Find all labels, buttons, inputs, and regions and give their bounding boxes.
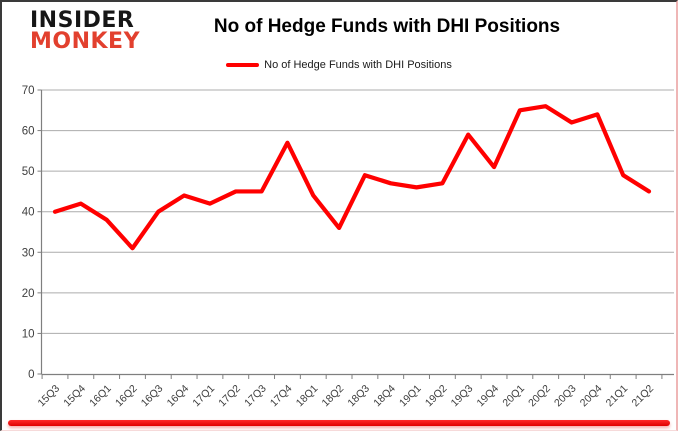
x-tick-label: 16Q4: [165, 383, 192, 410]
legend-label: No of Hedge Funds with DHI Positions: [264, 59, 452, 71]
legend: No of Hedge Funds with DHI Positions: [2, 59, 676, 71]
y-tick-label: 50: [22, 166, 35, 178]
x-tick-label: 18Q1: [294, 383, 321, 410]
y-tick-label: 40: [22, 207, 35, 219]
x-tick-label: 16Q3: [139, 383, 166, 410]
logo-line1: INSIDER: [30, 8, 135, 33]
insider-monkey-logo: INSIDER MONKEY: [30, 8, 141, 54]
axes: [37, 89, 674, 379]
y-tick-labels: 0 10 20 30 40 50 60 70: [22, 85, 35, 381]
x-tick-label: 19Q4: [475, 383, 502, 410]
x-tick-label: 19Q3: [449, 383, 476, 410]
x-tick-label: 20Q1: [500, 383, 527, 410]
x-tick-label: 16Q1: [87, 383, 114, 410]
bottom-red-rule: [8, 420, 670, 426]
x-tick-label: 17Q4: [268, 383, 295, 410]
y-tick-label: 0: [28, 369, 34, 381]
y-tick-label: 70: [22, 85, 35, 97]
x-tick-label: 18Q2: [320, 383, 347, 410]
legend-line-swatch: [226, 63, 260, 67]
y-tick-label: 60: [22, 126, 35, 138]
x-tick-label: 17Q3: [242, 383, 269, 410]
x-tick-label: 17Q2: [216, 383, 243, 410]
x-tick-label: 20Q3: [552, 383, 579, 410]
x-tick-label: 18Q4: [371, 383, 398, 410]
x-tick-labels: 15Q3 15Q4 16Q1 16Q2 16Q3 16Q4 17Q1 17Q2 17Q3 17Q4…: [35, 383, 656, 410]
x-tick-label: 19Q2: [423, 383, 450, 410]
hedge-funds-line: [52, 104, 652, 251]
x-tick-label: 21Q2: [629, 383, 656, 410]
x-tick-label: 15Q4: [61, 383, 88, 410]
chart-title: No of Hedge Funds with DHI Positions: [213, 16, 561, 37]
x-tick-label: 16Q2: [113, 383, 140, 410]
x-tick-label: 20Q2: [526, 383, 553, 410]
y-tick-label: 20: [22, 288, 35, 300]
x-tick-label: 17Q1: [190, 383, 217, 410]
x-tick-label: 15Q3: [35, 383, 62, 410]
y-tick-label: 30: [22, 247, 35, 259]
series-line: [52, 104, 652, 251]
gridlines: [41, 89, 674, 334]
x-tick-label: 20Q4: [578, 383, 605, 410]
x-tick-label: 21Q1: [604, 383, 631, 410]
x-tick-label: 18Q3: [345, 383, 372, 410]
y-tick-label: 10: [22, 328, 35, 340]
logo-line2: MONKEY: [30, 28, 141, 54]
x-tick-label: 19Q1: [397, 383, 424, 410]
